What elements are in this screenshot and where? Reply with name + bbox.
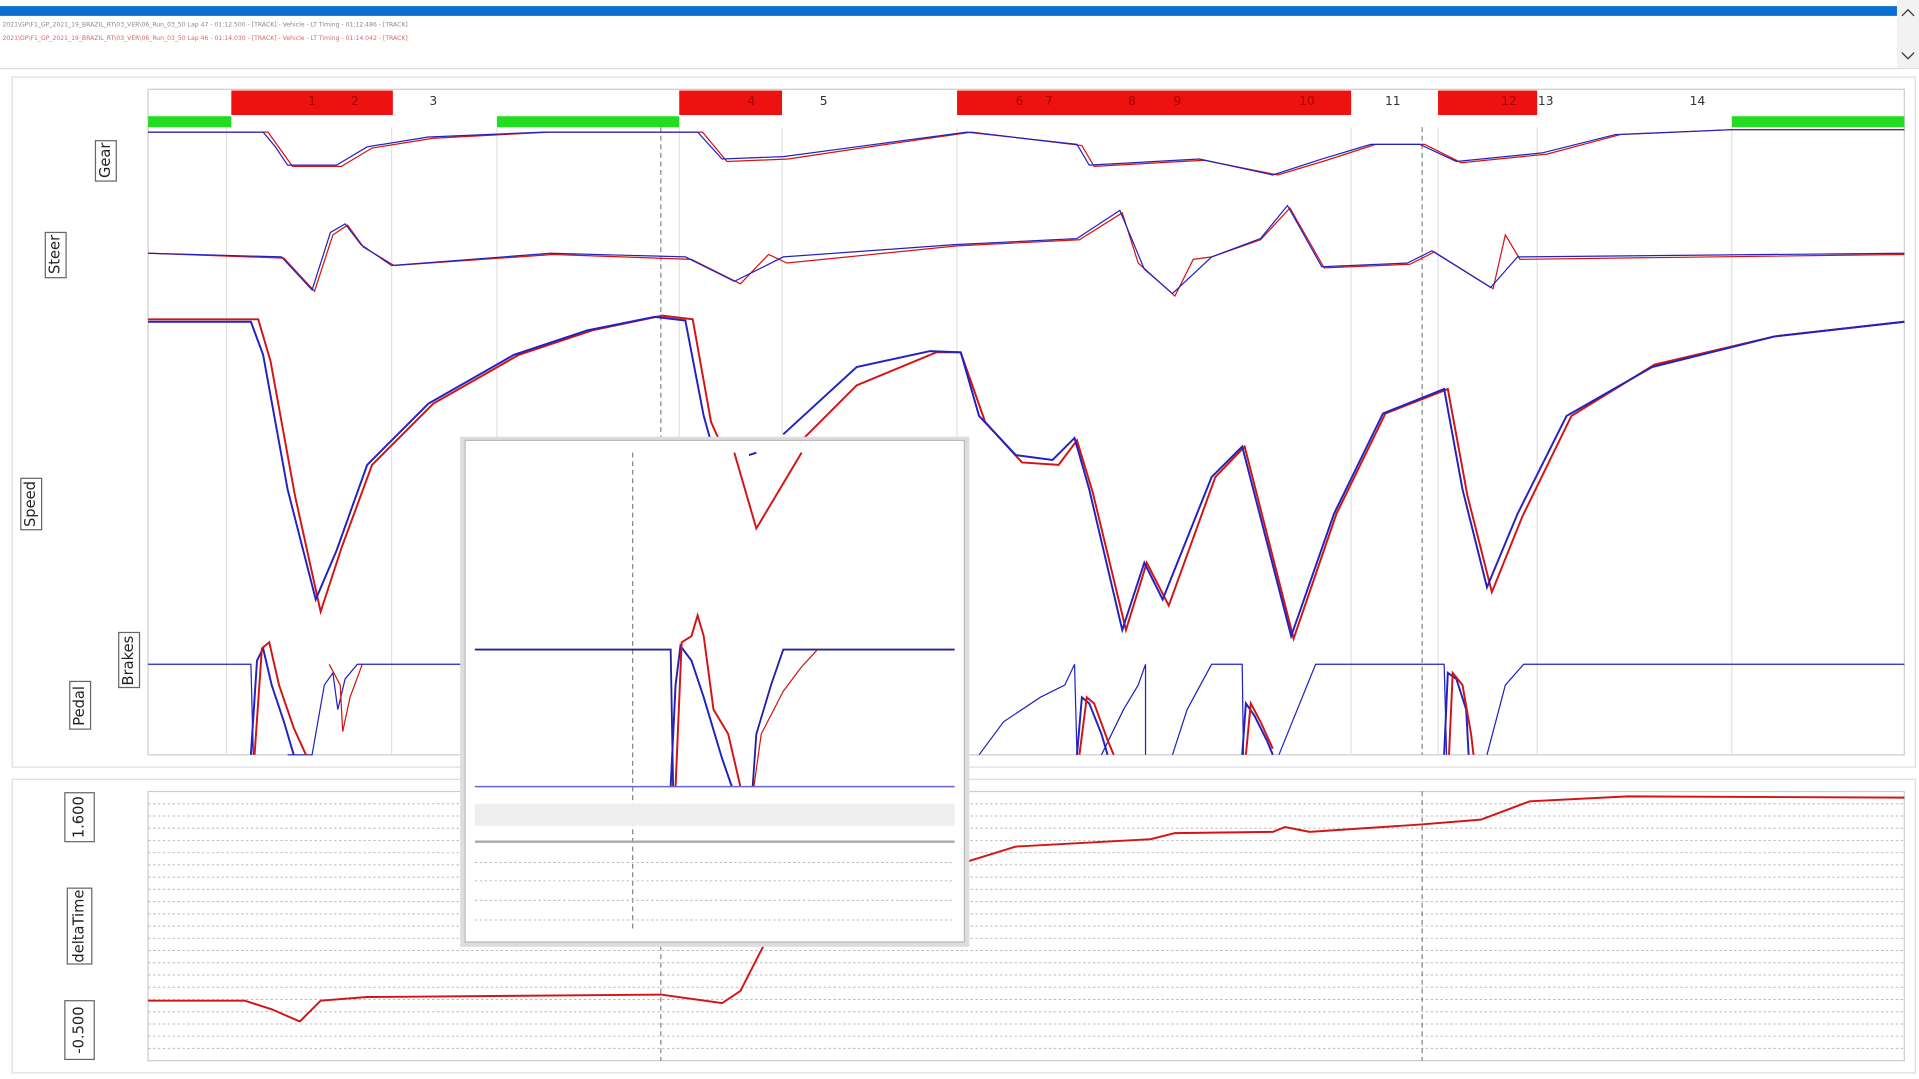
- scroll-arrows[interactable]: [1901, 8, 1915, 60]
- corner-label: 13: [1538, 94, 1554, 108]
- channel-label: deltaTime: [71, 890, 88, 963]
- axis-min: -0.500: [71, 1006, 88, 1053]
- traces: [148, 129, 1905, 756]
- corner-label: 14: [1690, 94, 1706, 108]
- corner-label: 4: [748, 94, 756, 108]
- delta-trace: [148, 795, 1905, 1023]
- axis-max: 1.600: [71, 796, 88, 838]
- corner-label: 2: [351, 94, 359, 108]
- channel-label: Speed: [22, 481, 39, 527]
- corner-label: 8: [1128, 94, 1136, 108]
- channel-label: Brakes: [120, 636, 137, 686]
- channel-label: Steer: [47, 234, 64, 274]
- zoom-inset: [460, 436, 970, 947]
- title-bar: [0, 6, 1897, 16]
- corner-label: 7: [1045, 94, 1053, 108]
- file-line: 2021\GP\F1_GP_2021_19_BRAZIL_RT\03_VER\0…: [2, 35, 407, 42]
- corner-label: 5: [820, 94, 828, 108]
- corner-label: 1: [308, 94, 316, 108]
- corner-label: 3: [429, 94, 437, 108]
- corner-label: 12: [1501, 94, 1517, 108]
- delta-labels: 1.600 deltaTime -0.500: [64, 792, 95, 1061]
- corner-label: 10: [1299, 94, 1315, 108]
- delta-grid: [148, 803, 1905, 1049]
- corner-label: 9: [1173, 94, 1181, 108]
- corner-label: 6: [1016, 94, 1024, 108]
- plot-area: [147, 88, 1905, 756]
- file-line: 2021\GP\F1_GP_2021_19_BRAZIL_RT\03_VER\0…: [2, 21, 407, 28]
- channel-labels: Gear Steer Speed Brakes Pedal: [20, 140, 141, 730]
- channel-label: Gear: [97, 142, 114, 178]
- corner-label: 11: [1385, 94, 1401, 108]
- scrollbar[interactable]: [1896, 0, 1919, 69]
- channel-label: Pedal: [71, 686, 88, 726]
- corner-bar: [148, 90, 1905, 128]
